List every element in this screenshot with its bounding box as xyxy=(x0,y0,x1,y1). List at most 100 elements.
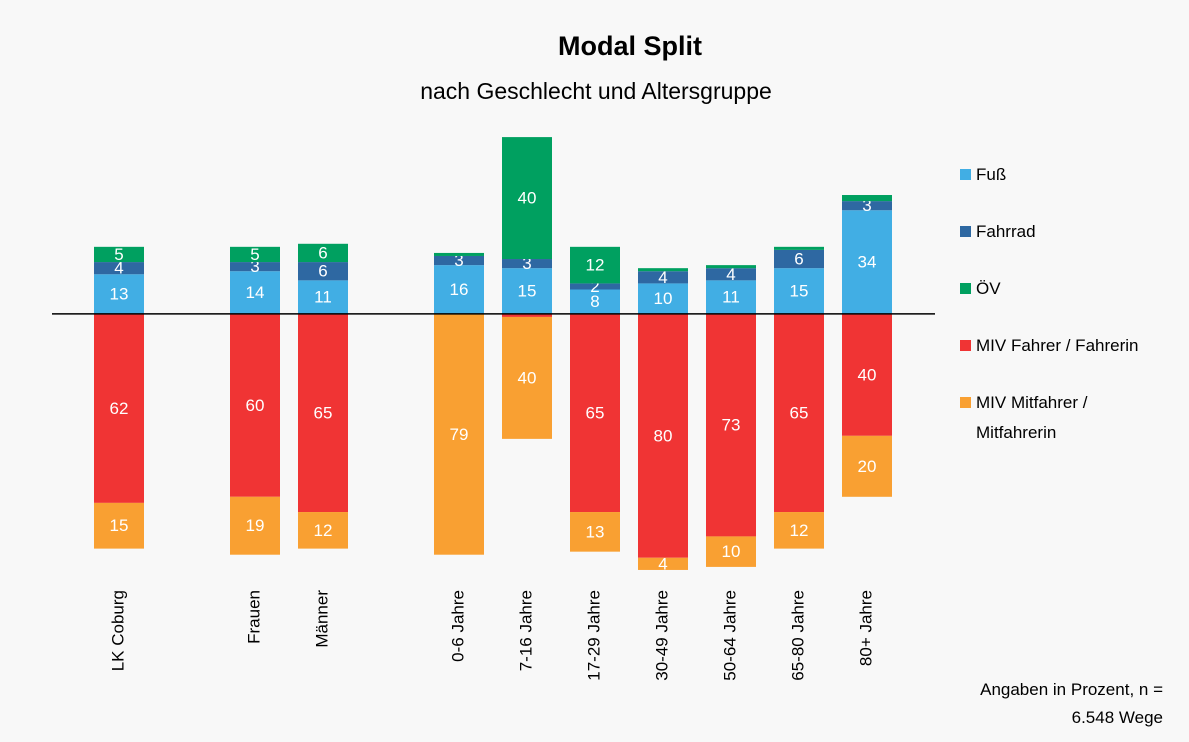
bar-segment xyxy=(502,268,552,314)
bar-segment xyxy=(230,271,280,314)
bar-segment xyxy=(706,265,756,269)
bar-segment xyxy=(638,283,688,314)
data-label: 14 xyxy=(246,283,265,302)
data-label: 65 xyxy=(790,403,809,422)
bar-segment xyxy=(298,512,348,549)
data-label: 40 xyxy=(518,189,537,208)
bar-segment xyxy=(502,259,552,269)
legend-item: MIV Fahrer / Fahrerin xyxy=(960,331,1185,388)
bar-segment xyxy=(502,313,552,317)
bar-segment xyxy=(706,536,756,567)
data-label: 5 xyxy=(250,245,259,264)
bar-segment xyxy=(842,435,892,497)
bar-segment xyxy=(502,316,552,439)
data-label: 65 xyxy=(314,403,333,422)
x-tick-label: 30-49 Jahre xyxy=(652,590,671,681)
note: Angaben in Prozent, n = 6.548 Wege xyxy=(980,680,1163,727)
data-label: 15 xyxy=(790,282,809,301)
bar-segment xyxy=(706,313,756,537)
data-label: 6 xyxy=(794,250,803,269)
data-label: 12 xyxy=(314,521,333,540)
data-label: 4 xyxy=(658,268,667,287)
bar-segment xyxy=(298,262,348,281)
data-label: 10 xyxy=(654,289,673,308)
legend-label: ÖV xyxy=(976,279,1001,298)
data-label: 60 xyxy=(246,396,265,415)
data-label: 13 xyxy=(586,522,605,541)
data-label: 34 xyxy=(858,253,877,272)
bar-segment xyxy=(230,496,280,555)
bar-segment xyxy=(94,502,144,549)
bar-segment xyxy=(638,268,688,272)
legend: Fuß Fahrrad ÖV MIV Fahrer / Fahrerin MIV Mit… xyxy=(960,160,1185,445)
bar-segment xyxy=(638,271,688,284)
x-tick-label: 0-6 Jahre xyxy=(448,590,467,662)
bar-segment xyxy=(230,246,280,263)
data-label: 12 xyxy=(790,521,809,540)
x-tick-label: LK Coburg xyxy=(108,590,127,671)
legend-item: MIV Mitfahrer / Mitfahrerin xyxy=(960,388,1185,445)
bar-segment xyxy=(94,313,144,503)
data-label: 73 xyxy=(722,416,741,435)
legend-swatch xyxy=(960,340,971,351)
legend-label: Fuß xyxy=(976,165,1007,184)
x-tick-label: 50-64 Jahre xyxy=(720,590,739,681)
data-label: 12 xyxy=(586,256,605,275)
data-label: 3 xyxy=(250,257,259,276)
x-tick-label: 80+ Jahre xyxy=(856,590,875,666)
bar-segment xyxy=(638,313,688,558)
legend-swatch xyxy=(960,397,971,408)
chart-title: Modal Split xyxy=(558,31,702,61)
bar-segment xyxy=(434,265,484,314)
bar-segment xyxy=(298,313,348,513)
bar-segment xyxy=(842,201,892,211)
data-label: 16 xyxy=(450,280,469,299)
x-tick-label: 7-16 Jahre xyxy=(516,590,535,671)
legend-swatch xyxy=(960,226,971,237)
legend-item: Fuß xyxy=(960,160,1185,217)
data-label: 19 xyxy=(246,516,265,535)
bar-segment xyxy=(434,255,484,266)
bar-segment xyxy=(774,246,824,250)
bar-segment xyxy=(230,313,280,497)
bar-segment xyxy=(774,268,824,314)
legend-label: MIV Mitfahrer / Mitfahrerin xyxy=(976,393,1088,442)
data-label: 4 xyxy=(726,265,735,284)
bar-segment xyxy=(570,289,620,314)
data-label: 2 xyxy=(590,277,599,296)
bar-segment xyxy=(570,283,620,290)
bar-segment xyxy=(94,262,144,275)
data-label: 10 xyxy=(722,542,741,561)
data-label: 15 xyxy=(518,282,537,301)
bar-segment xyxy=(434,252,484,256)
legend-item: ÖV xyxy=(960,274,1185,331)
data-label: 13 xyxy=(110,285,129,304)
data-label: 3 xyxy=(454,251,463,270)
bar-segment xyxy=(94,246,144,263)
x-tick-label: Frauen xyxy=(244,590,263,644)
data-label: 4 xyxy=(114,259,123,278)
bar-segment xyxy=(774,512,824,549)
data-label: 40 xyxy=(858,365,877,384)
data-label: 62 xyxy=(110,399,129,418)
bar-segment xyxy=(774,313,824,513)
bar-segment xyxy=(774,249,824,269)
chart-subtitle: nach Geschlecht und Altersgruppe xyxy=(420,78,772,104)
bar-segment xyxy=(434,313,484,555)
x-tick-label: Männer xyxy=(312,590,331,648)
legend-item: Fahrrad xyxy=(960,217,1185,274)
legend-swatch xyxy=(960,283,971,294)
data-label: 65 xyxy=(586,403,605,422)
x-tick-label: 65-80 Jahre xyxy=(788,590,807,681)
data-label: 20 xyxy=(858,457,877,476)
bar-segment xyxy=(570,246,620,284)
bar-segment xyxy=(502,137,552,260)
bar-segment xyxy=(842,313,892,436)
data-label: 11 xyxy=(314,288,332,307)
data-label: 3 xyxy=(862,196,871,215)
bar-segment xyxy=(298,280,348,314)
data-label: 6 xyxy=(318,243,327,262)
legend-label: MIV Fahrer / Fahrerin xyxy=(976,336,1139,355)
bar-segment xyxy=(842,210,892,314)
